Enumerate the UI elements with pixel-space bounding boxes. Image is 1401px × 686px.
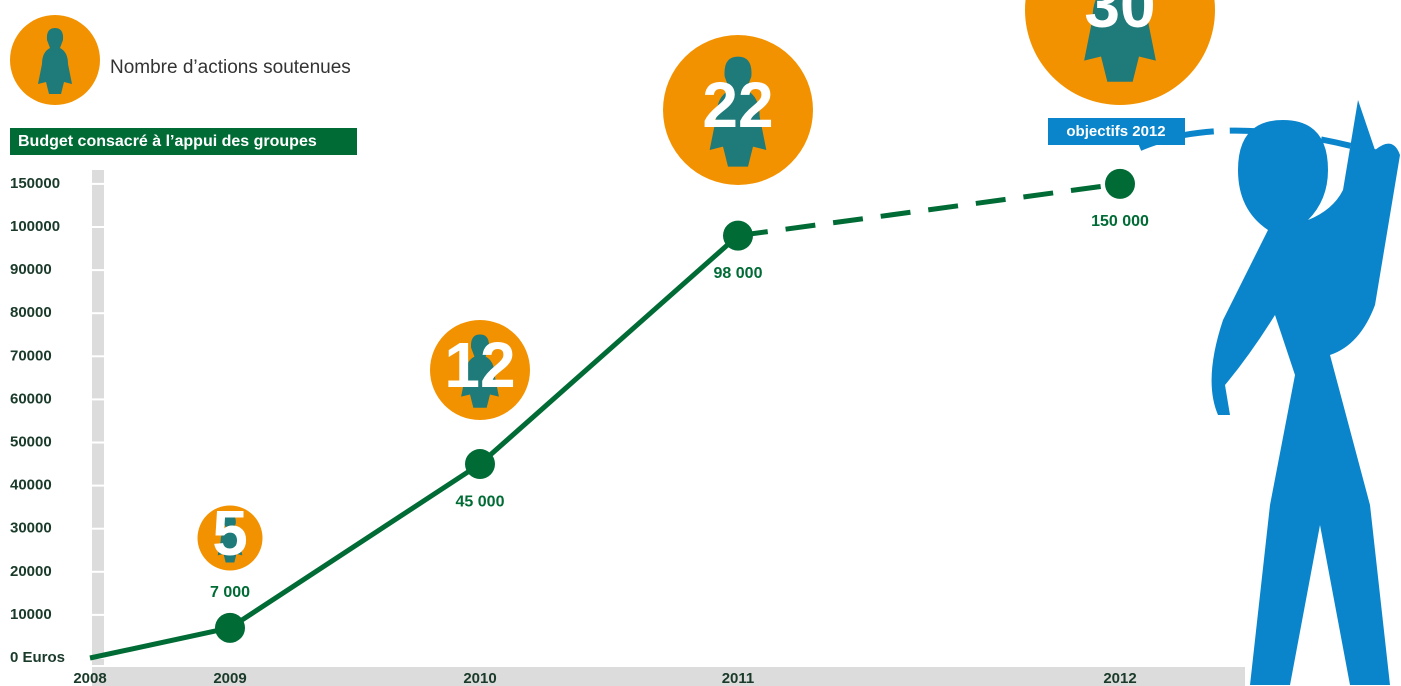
y-tick-label: 50000 <box>10 433 52 450</box>
bubble-label: 12 <box>444 329 515 401</box>
bubble-label: 5 <box>212 497 248 569</box>
point <box>723 221 753 251</box>
y-tick-label: 80000 <box>10 304 52 321</box>
y-tick-label: 20000 <box>10 563 52 580</box>
bubble-label: 30 <box>1084 0 1155 41</box>
value-label: 150 000 <box>1091 213 1149 230</box>
point <box>215 613 245 643</box>
x-tick-label: 2012 <box>1103 670 1136 686</box>
y-tick-label: 0 Euros <box>10 649 65 666</box>
x-tick-label: 2009 <box>213 670 246 686</box>
x-tick-label: 2010 <box>463 670 496 686</box>
y-tick-label: 10000 <box>10 606 52 623</box>
value-label: 98 000 <box>714 265 763 282</box>
bubble-label: 22 <box>702 69 773 141</box>
point <box>1105 169 1135 199</box>
y-tick-label: 150000 <box>10 175 60 192</box>
y-axis-band <box>92 170 104 665</box>
x-axis-band <box>92 667 1245 686</box>
annotation: objectifs 2012 <box>1066 123 1165 140</box>
chart: Nombre d’actions soutenues Budget consac… <box>0 0 1401 686</box>
y-tick-label: 70000 <box>10 347 52 364</box>
value-label: 7 000 <box>210 584 250 601</box>
x-tick-label: 2008 <box>73 670 106 686</box>
decorative-figure <box>1212 100 1400 685</box>
value-label: 45 000 <box>456 493 505 510</box>
point <box>465 449 495 479</box>
line-projection <box>738 184 1120 236</box>
x-tick-label: 2011 <box>722 670 755 686</box>
line <box>90 236 738 658</box>
y-tick-label: 90000 <box>10 261 52 278</box>
y-tick-label: 40000 <box>10 477 52 494</box>
legend-label: Budget consacré à l’appui des groupes <box>18 133 317 150</box>
y-tick-label: 100000 <box>10 218 60 235</box>
y-tick-label: 60000 <box>10 390 52 407</box>
y-tick-label: 30000 <box>10 520 52 537</box>
legend-label: Nombre d’actions soutenues <box>110 57 351 78</box>
